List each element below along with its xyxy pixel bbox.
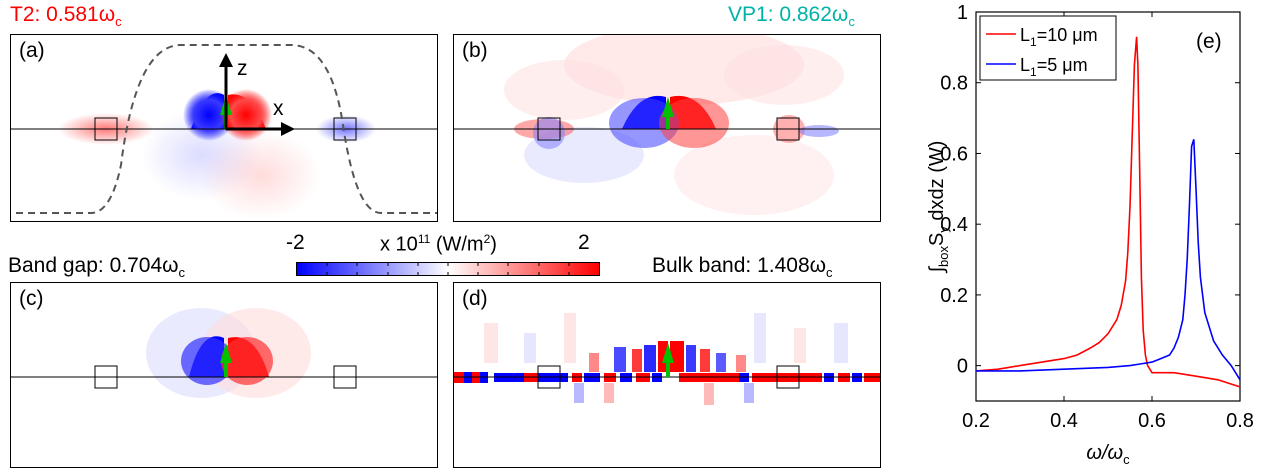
x-tick-label: 0.4: [1050, 410, 1078, 432]
legend-entry-1: L1=5 μm: [1020, 55, 1088, 79]
field-map-a: [11, 44, 437, 220]
panel-label-e: (e): [1196, 30, 1222, 53]
arrow-label-x: x: [273, 97, 284, 120]
series-line-1: [976, 139, 1241, 381]
transmission-chart: 0.2 0.4 0.6 0.8 0 0.2 0.4 0.6 0.8 1 L1=10 μm L1=5 μ…: [926, 2, 1254, 467]
colorbar-min-label: -2: [286, 231, 305, 254]
legend-box: [979, 15, 1117, 81]
y-tick-label: 1: [957, 2, 968, 24]
series-line-0: [975, 36, 1241, 388]
y-tick-label: 0.2: [940, 285, 968, 307]
title-vp1: VP1: 0.862ωc: [728, 3, 855, 30]
colorbar-unit-label: x 1011 (W/m2): [380, 232, 497, 256]
panel-label-a: (a): [19, 39, 45, 62]
panel-a: (a) z x: [10, 34, 438, 222]
arrow-label-z: z: [237, 57, 248, 80]
colorbar: [296, 262, 600, 276]
title-bandgap: Band gap: 0.704ωc: [8, 254, 186, 281]
field-map-b: [454, 35, 880, 215]
x-axis-label: ω/ωc: [1086, 442, 1130, 467]
y-axis-label: ∫boxSy dxdz (W): [926, 141, 951, 274]
x-tick-label: 0.6: [1138, 410, 1166, 432]
y-tick-label: 0.4: [940, 214, 968, 236]
field-map-d: [454, 313, 880, 405]
x-tick-label: 0.8: [1226, 410, 1254, 432]
y-tick-label: 0: [957, 356, 968, 378]
panel-c: (c): [10, 282, 438, 468]
field-map-c: [11, 308, 437, 398]
x-tick-label: 0.2: [962, 410, 990, 432]
y-tick-label: 0.8: [940, 73, 968, 95]
legend-entry-0: L1=10 μm: [1020, 25, 1098, 49]
panel-d: (d): [453, 282, 881, 468]
y-tick-label: 0.6: [940, 143, 968, 165]
panel-label-b: (b): [462, 39, 488, 62]
panel-b: (b): [453, 34, 881, 222]
panel-label-c: (c): [19, 287, 44, 310]
title-t2: T2: 0.581ωc: [10, 3, 122, 30]
colorbar-max-label: 2: [578, 231, 590, 254]
title-bulk: Bulk band: 1.408ωc: [652, 254, 833, 281]
panel-label-d: (d): [462, 287, 488, 310]
